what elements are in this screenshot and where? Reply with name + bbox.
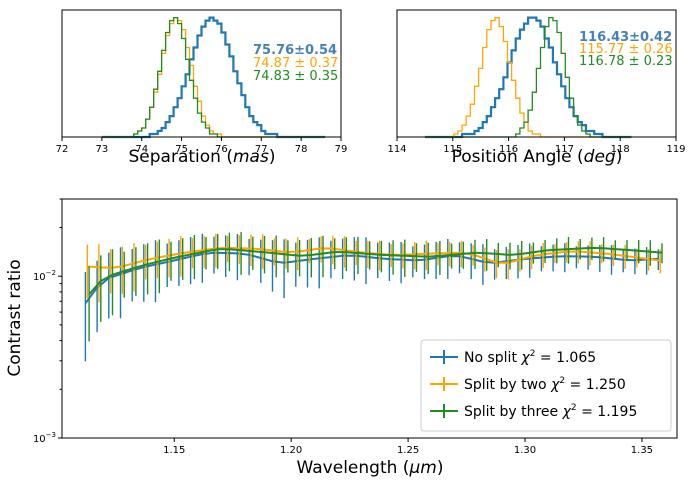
separation-hist-no-split (101, 16, 326, 139)
contrast-xtick-label: 1.20 (280, 445, 302, 456)
separation-xlabel-text: Separation (129, 147, 221, 167)
separation-xtick-label: 75 (175, 144, 188, 155)
legend: No split χ2 = 1.065 Split by two χ2 = 1.… (420, 339, 672, 432)
separation-axes-frame (61, 9, 342, 138)
contrast-panel: 1.15 1.20 1.25 1.30 1.35 10−2 10−3 Wavelength … (5, 198, 678, 478)
contrast-ticks: 1.15 1.20 1.25 1.30 1.35 10−2 10−3 (33, 198, 653, 456)
separation-xtick-label: 77 (255, 144, 268, 155)
legend-chi2-no-split: 1.065 (556, 350, 596, 366)
separation-xtick-label: 76 (215, 144, 228, 155)
contrast-axes-frame (61, 198, 678, 439)
legend-label-split-by-three: Split by three χ2 = 1.195 (464, 403, 637, 420)
legend-name-split-by-two: Split by two (464, 377, 547, 393)
contrast-ytick-label: 10−3 (33, 431, 56, 445)
separation-xtick-label: 73 (95, 144, 108, 155)
legend-frame (420, 339, 672, 432)
contrast-xtick-label: 1.15 (163, 445, 185, 456)
position-angle-xtick-label: 118 (611, 144, 630, 155)
contrast-xtick-label: 1.30 (514, 445, 536, 456)
separation-xlabel-unit: mas (233, 147, 269, 167)
legend-chi2-split-by-three: 1.195 (597, 404, 637, 420)
legend-entry-no-split: No split χ2 = 1.065 (430, 349, 596, 366)
separation-annotation-blue: 75.76±0.54 (253, 43, 337, 58)
position-angle-xtick-label: 117 (555, 144, 574, 155)
separation-xtick-label: 79 (335, 144, 348, 155)
contrast-series (84, 232, 663, 362)
line-split-by-three (88, 246, 663, 296)
position-angle-xtick-label: 114 (387, 144, 406, 155)
separation-annotation-green: 74.83 ± 0.35 (253, 69, 338, 84)
position-angle-axes-frame (396, 9, 677, 138)
legend-chi2-split-by-two: 1.250 (586, 377, 626, 393)
separation-xtick-label: 74 (135, 144, 148, 155)
contrast-xlabel-unit: μm (408, 458, 436, 478)
position-angle-annotation-blue: 116.43±0.42 (579, 30, 672, 45)
contrast-xtick-label: 1.25 (397, 445, 419, 456)
separation-xtick-label: 72 (56, 144, 69, 155)
separation-ticks: 72 73 74 75 76 77 78 79 (56, 137, 348, 155)
position-angle-xtick-label: 116 (499, 144, 518, 155)
legend-name-split-by-three: Split by three (464, 404, 558, 420)
contrast-ytick-label: 10−2 (33, 269, 56, 283)
position-angle-ticks: 114 115 116 117 118 119 (387, 137, 686, 155)
separation-annotation-orange: 74.87 ± 0.37 (253, 56, 338, 71)
separation-xtick-label: 78 (295, 144, 308, 155)
contrast-xlabel-text: Wavelength (297, 458, 398, 478)
position-angle-xtick-label: 115 (443, 144, 462, 155)
position-angle-hist-no-split (424, 16, 632, 139)
separation-panel: 72 73 74 75 76 77 78 79 Separation (mas) 75.76±… (56, 9, 348, 167)
position-angle-xlabel: Position Angle (deg) (452, 147, 623, 167)
legend-entry-split-by-two: Split by two χ2 = 1.250 (430, 376, 626, 393)
position-angle-xlabel-unit: deg (584, 147, 616, 167)
legend-entry-split-by-three: Split by three χ2 = 1.195 (430, 403, 637, 420)
position-angle-xtick-label: 119 (666, 144, 685, 155)
contrast-xlabel: Wavelength (μm) (297, 458, 444, 478)
contrast-ylabel: Contrast ratio (5, 259, 25, 376)
legend-label-split-by-two: Split by two χ2 = 1.250 (464, 376, 626, 393)
legend-name-no-split: No split (464, 350, 517, 366)
position-angle-annotation-orange: 115.77 ± 0.26 (579, 42, 673, 57)
contrast-xtick-label: 1.35 (631, 445, 653, 456)
separation-xlabel: Separation (mas) (129, 147, 276, 167)
legend-label-no-split: No split χ2 = 1.065 (464, 349, 596, 366)
position-angle-panel: 114 115 116 117 118 119 Position Angle (deg) … (387, 9, 686, 167)
position-angle-xlabel-text: Position Angle (452, 147, 572, 167)
position-angle-annotation-green: 116.78 ± 0.23 (579, 54, 673, 69)
